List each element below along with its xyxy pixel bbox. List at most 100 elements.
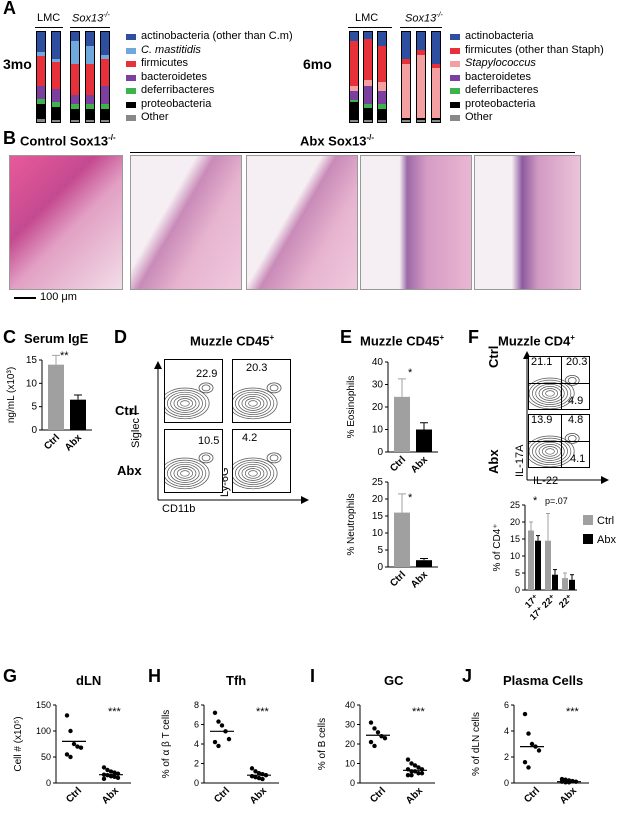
bar-abx (416, 560, 432, 567)
significance-marker: *** (412, 706, 426, 718)
bar-segment (101, 104, 109, 109)
bar-segment (350, 32, 358, 41)
data-point-abx (416, 765, 421, 770)
significance-marker: *** (108, 706, 122, 718)
legend-swatch (450, 74, 460, 81)
bar-abx (416, 429, 432, 452)
y-tick-label: 0 (515, 585, 520, 595)
legend-label: firmicutes (141, 57, 189, 69)
gate-value: 4.1 (570, 453, 586, 465)
legend-label: firmicutes (other than Staph) (465, 43, 604, 56)
x-tick-label: Ctrl (64, 785, 84, 805)
panel-i-title: GC (384, 673, 404, 688)
legend-label: proteobacteria (465, 97, 536, 110)
bar-segment (402, 59, 410, 64)
legend-swatch (450, 61, 460, 67)
group-line (348, 27, 392, 28)
row-ctrl-label: Ctrl (115, 403, 138, 418)
bar-segment (350, 99, 358, 103)
cd11b-label: CD11b (162, 503, 196, 515)
age-label: 6mo (303, 56, 332, 72)
bar-segment (101, 120, 109, 122)
bar-segment (432, 120, 440, 122)
contour-line (541, 388, 559, 399)
data-point-ctrl (372, 743, 377, 749)
data-point-abx (253, 774, 258, 780)
x-tick-label: Ctrl (42, 432, 62, 452)
contour-line (529, 379, 572, 408)
data-point-ctrl (216, 719, 221, 724)
data-point-ctrl (64, 752, 70, 757)
data-point-abx (256, 775, 262, 781)
flow-plot-abx-siglecf (164, 429, 223, 493)
contour-line (241, 466, 265, 481)
y-tick-label: 20 (372, 494, 384, 505)
y-axis-label: % of B cells (317, 718, 328, 770)
y-tick-label: 10 (372, 425, 384, 436)
bar-segment (378, 120, 386, 122)
bar-segment (417, 117, 425, 121)
contour-line (248, 470, 258, 477)
panel-label-a: A (3, 0, 16, 18)
x-tick-label: Abx (63, 432, 84, 453)
y-tick-label: 5 (515, 568, 520, 578)
legend-label-abx: Abx (597, 534, 616, 546)
bar-segment (52, 120, 60, 122)
group-line (35, 27, 63, 28)
contour-line (541, 446, 559, 457)
legend-label: proteobacteria (141, 97, 212, 110)
stacked-bar (100, 31, 110, 123)
legend-label: deferribacteres (141, 84, 215, 96)
panel-f-title: Muzzle CD4+ (498, 333, 575, 349)
data-point-ctrl (64, 713, 70, 718)
data-point-abx (260, 776, 265, 782)
bar-segment (402, 63, 410, 118)
x-tick-label: Ctrl (388, 569, 408, 589)
contour-line (238, 463, 268, 483)
y-tick-label: 6 (504, 700, 509, 710)
bar-ctrl (562, 578, 568, 590)
bar-ctrl (48, 364, 64, 430)
y-tick-label: 0 (377, 562, 383, 573)
legend-swatch (450, 34, 460, 40)
data-point-ctrl (522, 760, 528, 765)
bar-segment (86, 108, 94, 121)
legend-label: bacteroidetes (141, 70, 208, 83)
x-tick-label: Ctrl (522, 785, 542, 805)
panel-g-chart: 0 50 100 150 Ctrl Abx Cell # (x10⁵) *** (13, 700, 131, 806)
bar-segment (378, 32, 386, 46)
y-tick-label: 2 (194, 759, 199, 769)
contour-line (535, 383, 565, 403)
stacked-bar (70, 31, 80, 123)
bar-segment (350, 90, 358, 100)
panel-a-3mo: LMC Sox13-/- 3mo actinobacteria (other t… (0, 0, 300, 125)
legend-label: actinobacteria (465, 30, 534, 42)
bar-ctrl (545, 540, 551, 590)
panel-f-axes (523, 351, 609, 484)
bar-segment (364, 85, 372, 104)
legend-label: deferribacteres (465, 84, 539, 96)
y-axis-label: % of dLN cells (471, 712, 482, 776)
contour-line (233, 387, 278, 420)
bar-segment (71, 41, 79, 64)
y-tick-label: 15 (510, 534, 520, 544)
panel-label-g: G (3, 666, 18, 686)
contour-line (235, 391, 271, 415)
legend-label: bacteroidetes (465, 70, 532, 83)
scale-bar (14, 297, 36, 299)
x-tick-label: Abx (409, 569, 430, 590)
contour-line (176, 398, 194, 409)
data-point-abx (409, 761, 414, 766)
bar-segment (101, 108, 109, 121)
y-tick-label: 0 (31, 425, 37, 436)
data-point-ctrl (375, 730, 381, 735)
bar-segment (37, 56, 45, 86)
bar-abx (569, 579, 575, 590)
bar-segment (417, 120, 425, 122)
legend-swatch (450, 101, 460, 108)
x-tick-label: Abx (404, 785, 425, 806)
bar-ctrl (394, 396, 410, 452)
bar-segment (378, 104, 386, 109)
contour-line (266, 452, 282, 464)
panel-e-title: Muzzle CD45+ (360, 333, 445, 349)
